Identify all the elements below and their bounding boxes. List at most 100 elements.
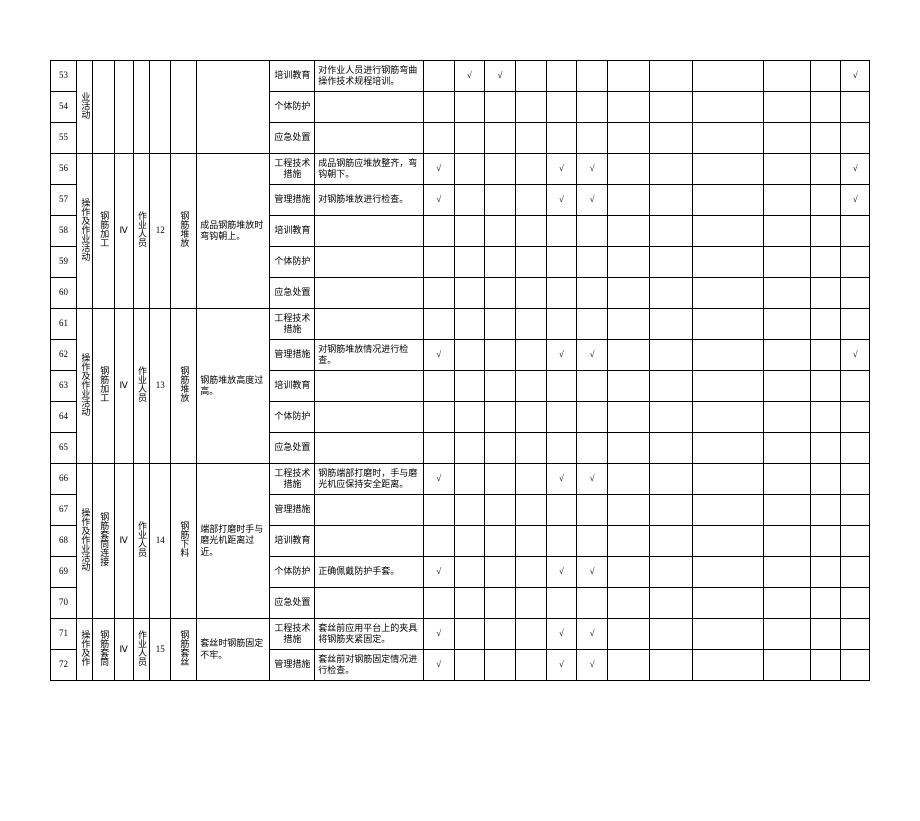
measure-desc — [315, 402, 424, 433]
check-cell — [607, 526, 649, 557]
check-cell — [650, 123, 692, 154]
role-cell — [133, 61, 150, 154]
check-cell: √ — [423, 154, 454, 185]
check-cell — [546, 402, 577, 433]
check-cell — [546, 123, 577, 154]
measure-type: 个体防护 — [270, 92, 315, 123]
check-cell — [546, 278, 577, 309]
check-cell — [485, 309, 516, 340]
check-cell — [763, 619, 810, 650]
check-cell — [650, 278, 692, 309]
check-cell — [650, 61, 692, 92]
check-cell — [485, 464, 516, 495]
check-cell — [692, 619, 763, 650]
check-cell — [810, 557, 841, 588]
check-cell — [810, 247, 841, 278]
check-cell — [485, 495, 516, 526]
check-cell — [692, 495, 763, 526]
check-cell — [810, 433, 841, 464]
row-number: 63 — [51, 371, 77, 402]
check-cell — [650, 557, 692, 588]
check-cell — [423, 371, 454, 402]
level-cell: Ⅳ — [114, 309, 133, 464]
check-cell: √ — [577, 557, 608, 588]
check-cell — [485, 557, 516, 588]
check-cell — [607, 619, 649, 650]
check-cell — [763, 216, 810, 247]
check-cell: √ — [423, 185, 454, 216]
row-number: 59 — [51, 247, 77, 278]
check-cell — [577, 278, 608, 309]
check-cell — [841, 247, 870, 278]
check-cell: √ — [841, 185, 870, 216]
check-cell: √ — [546, 557, 577, 588]
check-cell — [515, 557, 546, 588]
check-cell: √ — [546, 650, 577, 681]
check-cell: √ — [546, 619, 577, 650]
check-cell — [454, 340, 485, 371]
check-cell — [810, 495, 841, 526]
check-cell — [763, 340, 810, 371]
check-cell — [485, 123, 516, 154]
measure-type: 培训教育 — [270, 61, 315, 92]
check-cell — [485, 278, 516, 309]
measure-desc — [315, 278, 424, 309]
check-cell — [650, 371, 692, 402]
measure-type: 应急处置 — [270, 588, 315, 619]
check-cell — [546, 247, 577, 278]
check-cell — [841, 433, 870, 464]
check-cell — [607, 61, 649, 92]
check-cell — [454, 278, 485, 309]
check-cell — [454, 433, 485, 464]
measure-type: 管理措施 — [270, 185, 315, 216]
check-cell: √ — [485, 61, 516, 92]
check-cell — [763, 588, 810, 619]
measure-desc: 套丝前对钢筋固定情况进行检查。 — [315, 650, 424, 681]
check-cell — [607, 309, 649, 340]
hazard-cell: 端部打磨时手与磨光机距离过近。 — [197, 464, 270, 619]
check-cell — [454, 185, 485, 216]
measure-type: 管理措施 — [270, 340, 315, 371]
check-cell: √ — [841, 154, 870, 185]
check-cell — [485, 185, 516, 216]
measure-type: 管理措施 — [270, 650, 315, 681]
check-cell — [810, 526, 841, 557]
table-row: 66操作及作业活动钢筋套筒连接Ⅳ作业人员14钢筋下料端部打磨时手与磨光机距离过近… — [51, 464, 870, 495]
check-cell — [607, 340, 649, 371]
check-cell — [515, 61, 546, 92]
check-cell — [546, 526, 577, 557]
check-cell — [650, 526, 692, 557]
check-cell — [810, 278, 841, 309]
check-cell — [810, 309, 841, 340]
measure-type: 个体防护 — [270, 402, 315, 433]
measure-desc: 钢筋端部打磨时，手与磨光机应保持安全距离。 — [315, 464, 424, 495]
row-number: 53 — [51, 61, 77, 92]
check-cell — [485, 588, 516, 619]
check-cell — [485, 371, 516, 402]
check-cell — [454, 92, 485, 123]
activity-cell: 操作及作 — [76, 619, 93, 681]
level-cell: Ⅳ — [114, 464, 133, 619]
check-cell — [577, 526, 608, 557]
check-cell — [423, 123, 454, 154]
check-cell — [692, 464, 763, 495]
row-number: 66 — [51, 464, 77, 495]
check-cell — [692, 588, 763, 619]
check-cell — [515, 433, 546, 464]
check-cell — [515, 216, 546, 247]
check-cell — [650, 92, 692, 123]
check-cell — [692, 650, 763, 681]
seq-cell: 15 — [150, 619, 171, 681]
check-cell — [810, 123, 841, 154]
check-cell — [485, 402, 516, 433]
check-cell — [650, 495, 692, 526]
check-cell — [692, 154, 763, 185]
check-cell — [841, 278, 870, 309]
check-cell — [577, 216, 608, 247]
check-cell — [485, 340, 516, 371]
role-cell: 作业人员 — [133, 464, 150, 619]
check-cell — [454, 371, 485, 402]
check-cell — [515, 154, 546, 185]
role-cell: 作业人员 — [133, 309, 150, 464]
task-cell: 钢筋下料 — [171, 464, 197, 619]
